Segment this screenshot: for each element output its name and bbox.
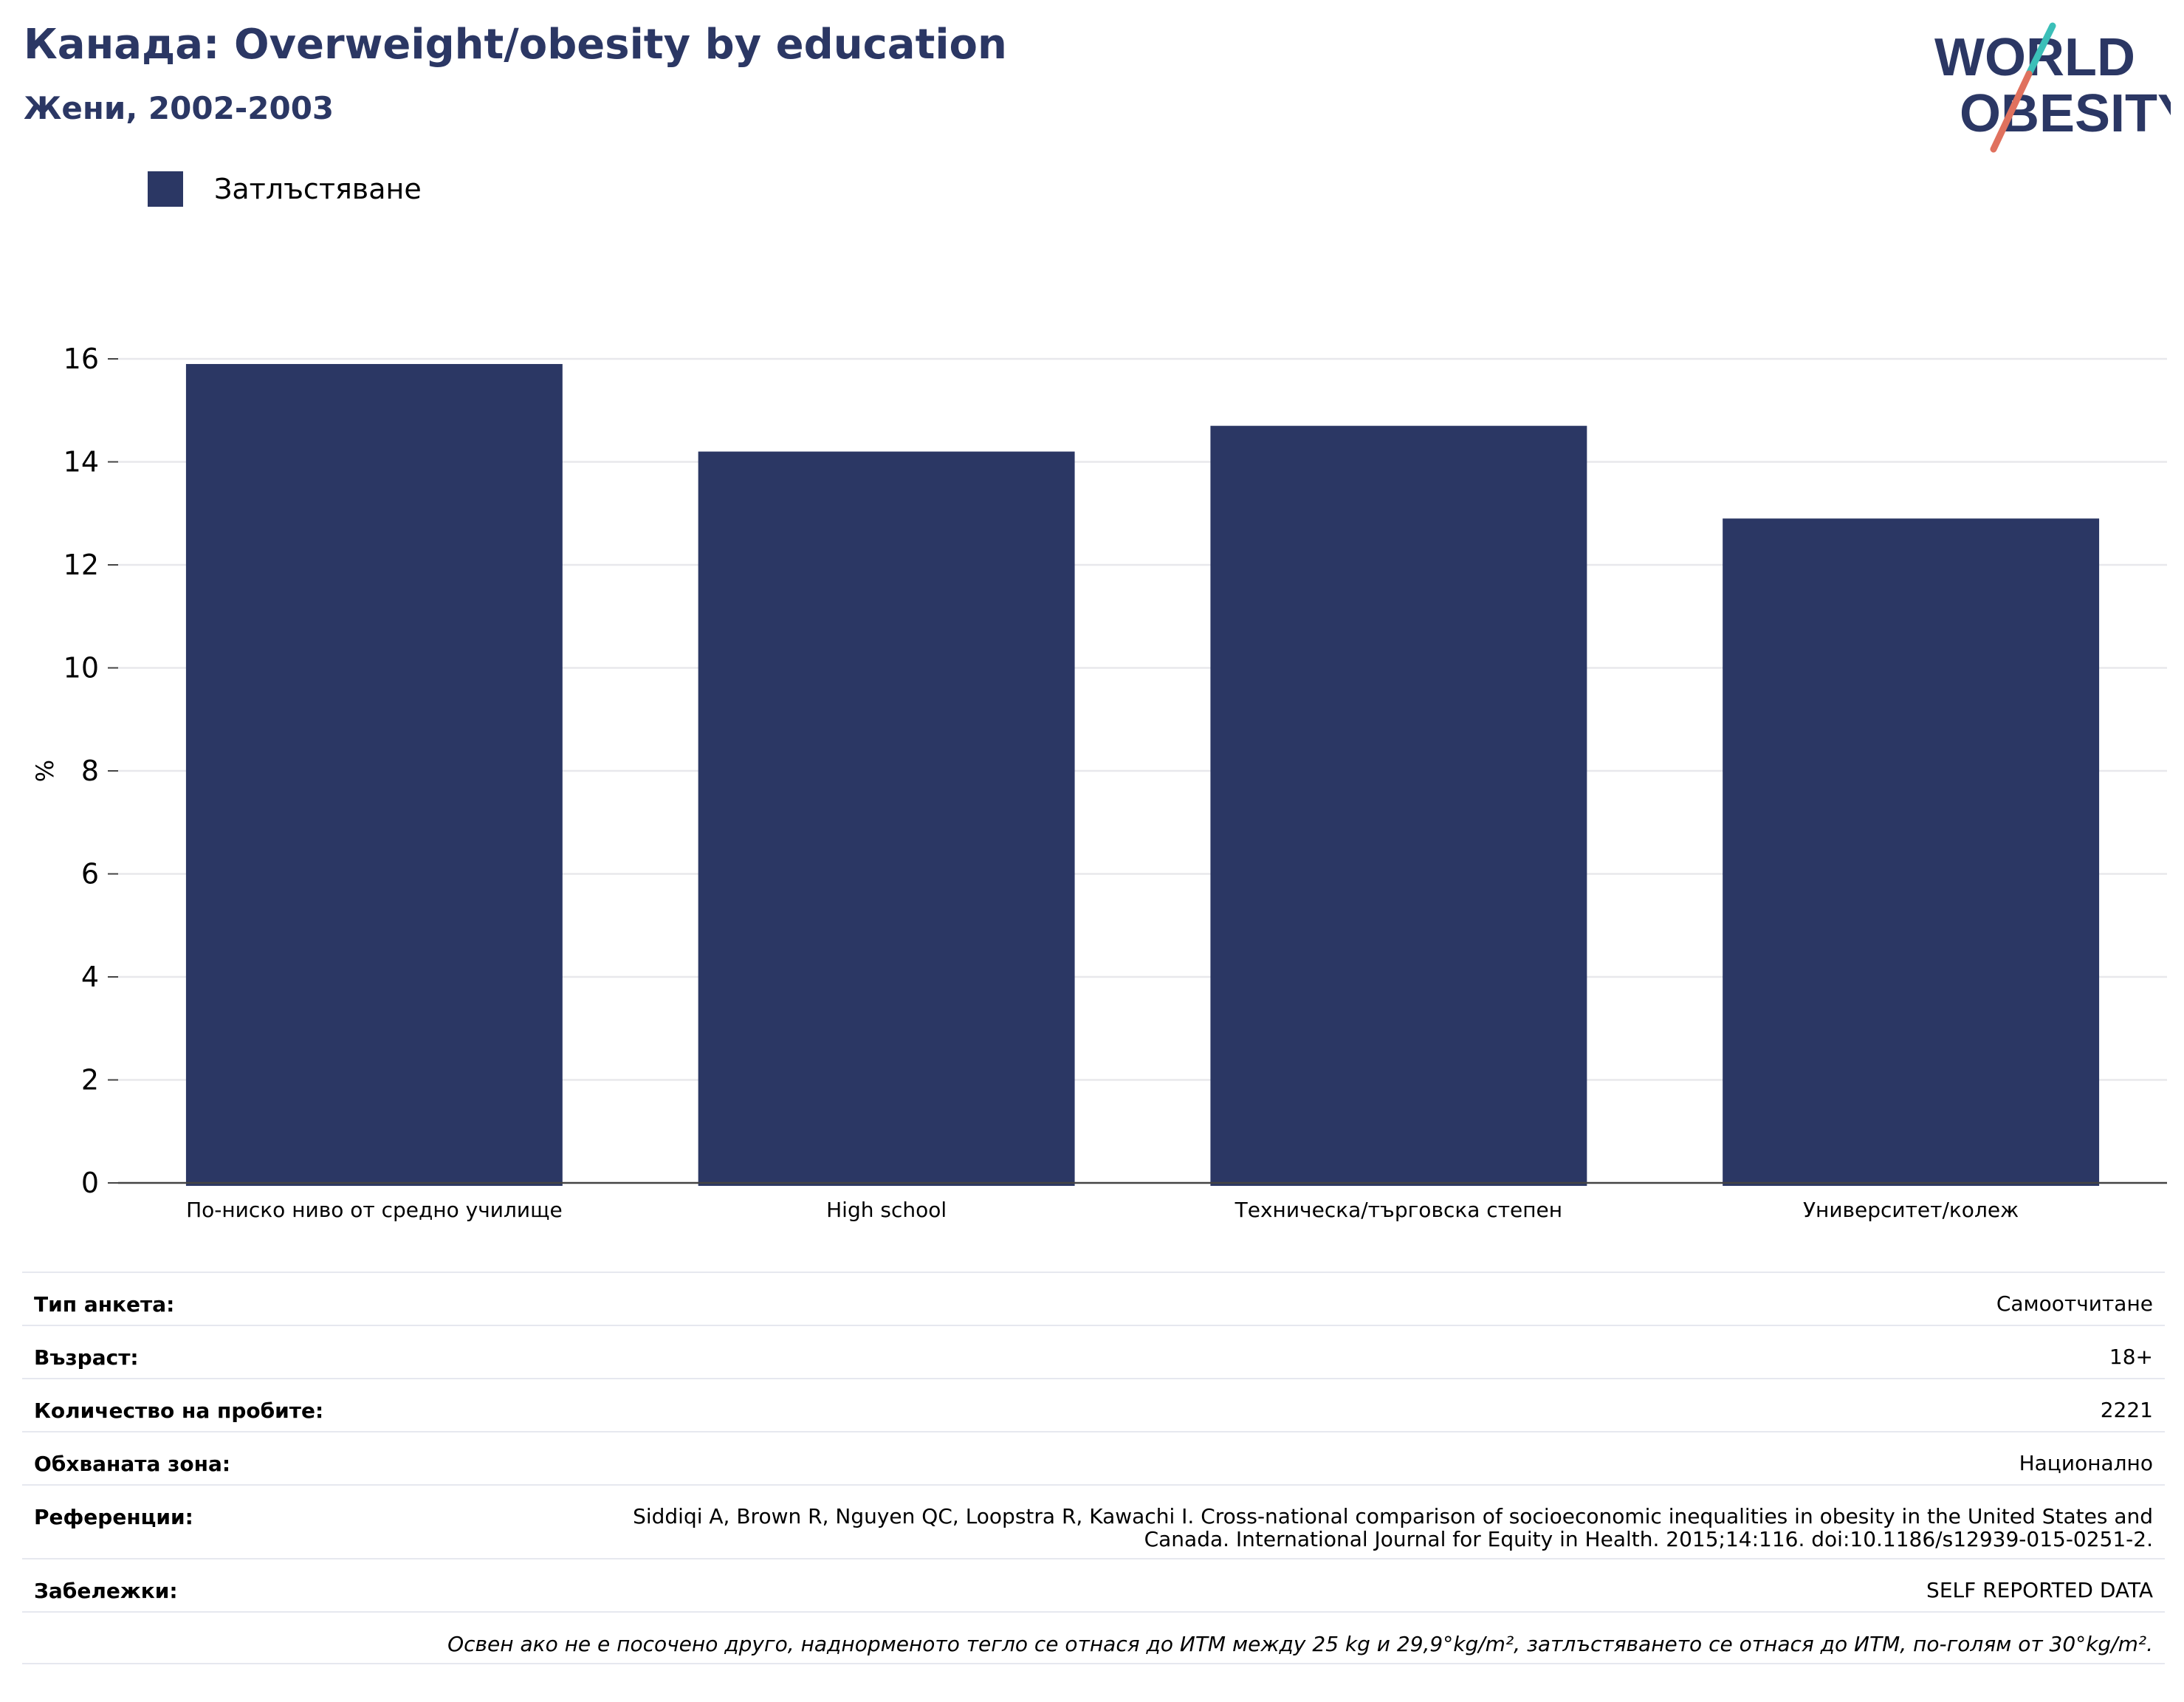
y-tick-label: 8 — [81, 755, 99, 787]
info-row-sample-size: Количество на пробите: 2221 — [22, 1378, 2165, 1431]
y-tick-labels: 0 2 4 6 8 10 12 14 16 — [63, 343, 118, 1199]
info-key: Тип анкета: — [34, 1292, 175, 1317]
x-tick-labels: По-ниско ниво от средно училище High scho… — [186, 1198, 2019, 1222]
bar-4[interactable] — [1723, 518, 2100, 1186]
y-tick-label: 0 — [81, 1167, 99, 1199]
x-tick-label: По-ниско ниво от средно училище — [186, 1198, 563, 1222]
bar-3[interactable] — [1210, 425, 1587, 1186]
y-tick-label: 12 — [63, 549, 99, 581]
y-tick-label: 16 — [63, 343, 99, 375]
logo-slash-top-icon — [2025, 22, 2056, 78]
info-value: Самоотчитане — [1996, 1291, 2153, 1316]
bars — [185, 363, 2100, 1187]
logo-slash-bottom-icon — [1990, 70, 2033, 153]
y-axis-label: % — [31, 760, 59, 782]
x-tick-label: High school — [826, 1198, 947, 1222]
info-reference-text: Siddiqi A, Brown R, Nguyen QC, Loopstra … — [633, 1504, 2153, 1552]
chart-title: Канада: Overweight/obesity by education — [24, 21, 1007, 69]
y-tick-label: 2 — [81, 1064, 99, 1097]
info-row-coverage: Обхваната зона: Национално — [22, 1431, 2165, 1484]
world-obesity-logo: WORLD OBESITY — [1934, 22, 2171, 153]
info-key: Референции: — [34, 1505, 193, 1529]
info-row-notes: Забележки: SELF REPORTED DATA — [22, 1558, 2165, 1611]
info-value: 2221 — [2100, 1398, 2153, 1422]
info-value: 18+ — [2109, 1345, 2153, 1369]
chart-subtitle: Жени, 2002-2003 — [24, 90, 334, 126]
y-tick-label: 10 — [63, 652, 99, 684]
legend-label-obesity[interactable]: Затлъстяване — [214, 173, 422, 205]
bmi-definition-note: Освен ако не е посочено друго, наднормен… — [22, 1611, 2165, 1664]
chart-legend: Затлъстяване — [148, 171, 422, 207]
y-tick-label: 6 — [81, 858, 99, 891]
survey-info-table: Тип анкета: Самоотчитане Възраст: 18+ Ко… — [22, 1272, 2165, 1664]
bar-1[interactable] — [185, 363, 563, 1187]
info-key: Обхваната зона: — [34, 1452, 231, 1476]
logo-line2: OBESITY — [1960, 84, 2171, 143]
legend-swatch-obesity[interactable] — [148, 171, 183, 207]
y-tick-label: 4 — [81, 961, 99, 993]
info-key: Възраст: — [34, 1345, 139, 1370]
info-key: Количество на пробите: — [34, 1399, 324, 1423]
info-value: SELF REPORTED DATA — [1926, 1578, 2153, 1602]
y-tick-label: 14 — [63, 446, 99, 478]
info-row-survey-type: Тип анкета: Самоотчитане — [22, 1272, 2165, 1325]
info-row-age: Възраст: 18+ — [22, 1325, 2165, 1378]
bar-2[interactable] — [698, 451, 1075, 1186]
info-key: Забележки: — [34, 1579, 178, 1603]
x-tick-label: Техническа/търговска степен — [1234, 1198, 1562, 1222]
info-row-references: Референции: Siddiqi A, Brown R, Nguyen Q… — [22, 1484, 2165, 1558]
x-tick-label: Университет/колеж — [1803, 1198, 2019, 1222]
bar-chart: 0 2 4 6 8 10 12 14 16 По-ниско ниво от средно уч… — [31, 343, 2167, 1222]
info-value: Национално — [2019, 1451, 2153, 1475]
